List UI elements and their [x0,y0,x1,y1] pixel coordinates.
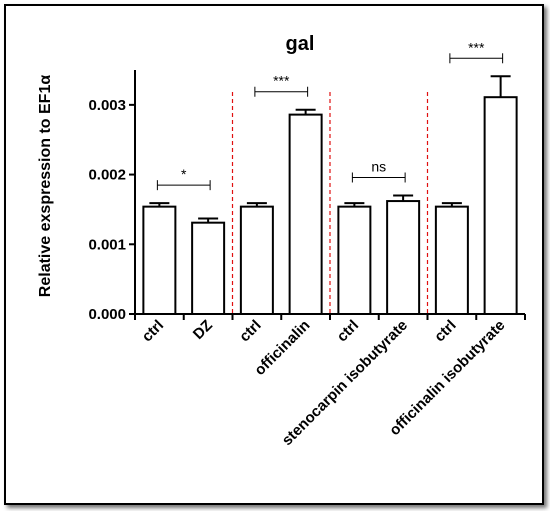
y-tick-label: 0.001 [88,236,126,253]
bar [485,97,517,314]
x-tick-label: ctrl [334,317,363,346]
chart-title: gal [286,33,315,55]
bar [241,207,273,314]
bar [192,223,224,314]
bar [143,207,175,314]
significance-label: *** [468,39,485,55]
bar [338,207,370,314]
significance-label: ns [371,158,386,174]
y-ticks: 0.000 0.001 0.002 0.003 [88,97,135,323]
bar [436,207,468,314]
y-axis-label: Relative exspression to EF1α [37,75,54,298]
x-tick-label: ctrl [431,317,460,346]
bar [387,201,419,314]
y-tick-label: 0.002 [88,167,126,184]
significance-label: *** [273,73,290,89]
x-tick-label: ctrl [139,317,168,346]
x-tick-label: ctrl [236,317,265,346]
y-tick-label: 0.003 [88,97,126,114]
x-tick-label: DZ [190,317,216,343]
y-tick-label: 0.000 [88,306,126,323]
significance-label: * [181,166,187,182]
bar [290,115,322,314]
